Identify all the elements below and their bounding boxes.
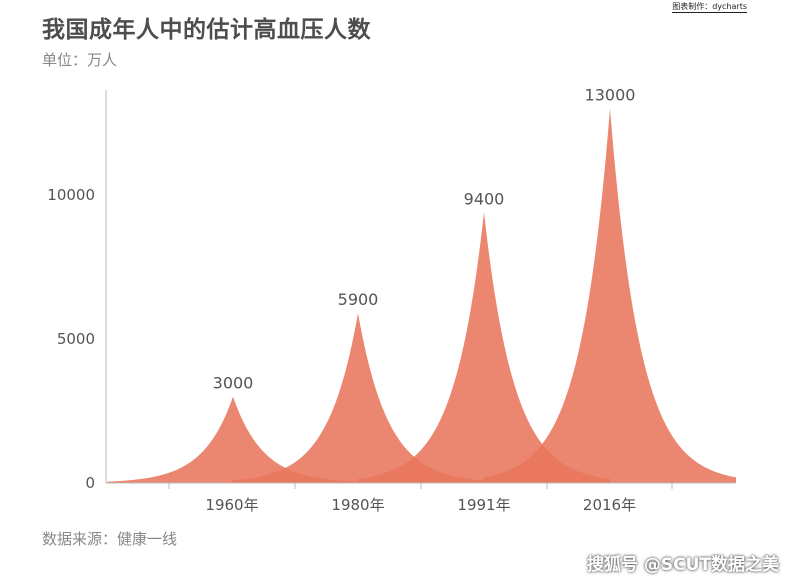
data-label-4: 13000 [585,86,636,105]
peak-area-1 [107,396,359,483]
chart-credit: 图表制作：dycharts [672,2,747,13]
x-tick-label-2: 1980年 [331,496,384,514]
data-source: 数据来源：健康一线 [42,530,178,548]
x-tick-label-4: 2016年 [583,496,636,514]
x-tick-label-3: 1991年 [457,496,510,514]
chart-unit: 单位：万人 [42,51,118,69]
y-tick-label-0: 0 [85,474,95,492]
data-label-1: 3000 [213,374,254,393]
y-tick-label-10000: 10000 [47,186,95,204]
watermark: 搜狐号 @SCUT数据之美 [586,555,779,575]
peak-area-3 [358,212,610,483]
chart-axes [105,90,735,489]
chart-labels: 3000 5900 9400 13000 0 5000 10000 1960年 1980年 199… [47,86,636,514]
peak-area-4 [484,108,736,483]
x-tick-label-1: 1960年 [205,496,258,514]
chart-title: 我国成年人中的估计高血压人数 [42,17,371,43]
peak-area-2 [232,313,484,483]
data-label-2: 5900 [338,290,379,309]
data-label-3: 9400 [464,189,505,208]
y-tick-label-5000: 5000 [57,330,95,348]
peak-areas [107,108,736,483]
